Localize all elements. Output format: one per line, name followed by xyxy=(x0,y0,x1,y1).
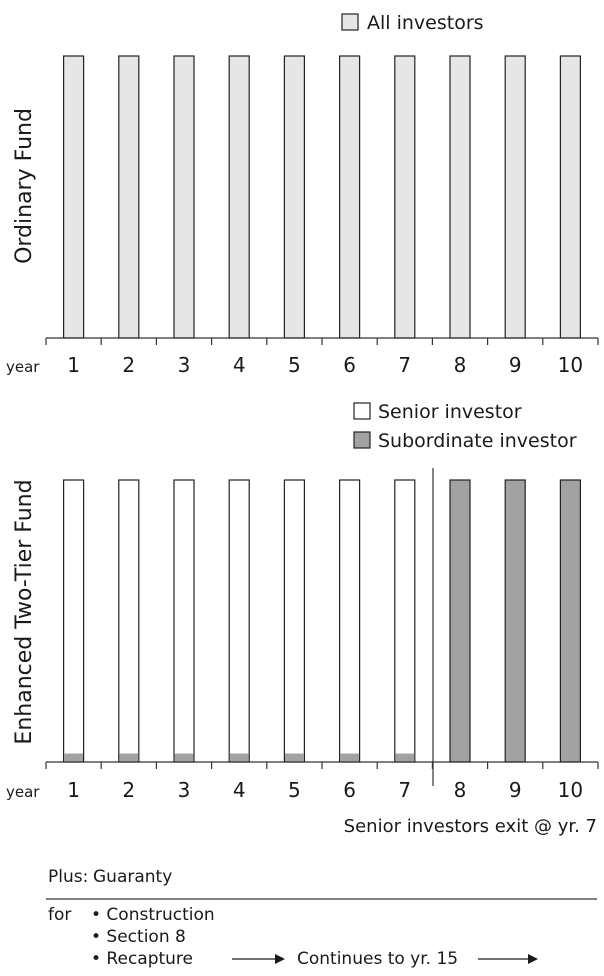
bar-subordinate-year-8 xyxy=(449,479,471,763)
legend-label-all-investors: All investors xyxy=(367,12,484,34)
tick-label-two-tier-9: 9 xyxy=(509,778,522,802)
bar-senior-year-6 xyxy=(339,479,361,763)
legend-label-senior: Senior investor xyxy=(378,401,522,423)
tick-label-ordinary-3: 3 xyxy=(178,353,191,377)
legend-swatch-subordinate xyxy=(353,431,371,449)
ordinary-fund-chart: All investors Ordinary Fund year 1 2 3 4 5 6 7… xyxy=(6,12,599,377)
bar-subordinate-year-10 xyxy=(559,479,582,763)
senior-exit-annotation: Senior investors exit @ yr. 7 xyxy=(344,816,597,837)
bar-group-ordinary xyxy=(62,55,582,339)
tick-label-two-tier-1: 1 xyxy=(67,778,80,802)
arrow-recapture xyxy=(232,954,285,964)
legend-swatch-senior xyxy=(353,402,371,420)
arrow-continues xyxy=(478,954,538,964)
bar-all-investors-year-4 xyxy=(228,55,250,339)
tick-label-two-tier-4: 4 xyxy=(233,778,246,802)
legend-swatch-all-investors xyxy=(341,13,359,31)
tick-label-two-tier-3: 3 xyxy=(178,778,191,802)
tick-label-two-tier-10: 10 xyxy=(558,778,583,802)
tick-label-ordinary-5: 5 xyxy=(288,353,301,377)
bar-senior-year-1 xyxy=(62,479,85,763)
bar-subordinate-year-7 xyxy=(395,753,415,762)
plus-value: Guaranty xyxy=(93,867,172,887)
x-axis-label-year-2: year xyxy=(6,783,40,801)
bar-subordinate-year-4 xyxy=(229,753,249,762)
tick-label-two-tier-2: 2 xyxy=(122,778,135,802)
footer-notes: Plus: Guaranty for • Construction • Sect… xyxy=(46,867,597,969)
bar-subordinate-year-3 xyxy=(174,753,194,762)
x-axis-label-year-1: year xyxy=(6,358,40,376)
bar-all-investors-year-5 xyxy=(283,55,305,339)
bar-senior-year-3 xyxy=(173,479,195,763)
for-label: for xyxy=(48,905,71,925)
y-axis-label-ordinary-fund: Ordinary Fund xyxy=(12,108,37,264)
tick-label-ordinary-2: 2 xyxy=(122,353,135,377)
tick-label-two-tier-8: 8 xyxy=(454,778,467,802)
bar-all-investors-year-10 xyxy=(559,55,582,339)
bar-subordinate-year-2 xyxy=(119,753,139,762)
tick-label-ordinary-7: 7 xyxy=(398,353,411,377)
x-ticks-two-tier xyxy=(45,762,599,769)
bar-senior-year-4 xyxy=(228,479,250,763)
bar-subordinate-year-5 xyxy=(285,753,304,762)
plus-label: Plus: xyxy=(48,867,88,887)
tick-label-ordinary-9: 9 xyxy=(509,353,522,377)
tick-label-ordinary-1: 1 xyxy=(67,353,80,377)
x-tick-labels-two-tier: 1 2 3 4 5 6 7 8 9 10 xyxy=(67,778,583,802)
tick-label-two-tier-5: 5 xyxy=(288,778,301,802)
bar-all-investors-year-6 xyxy=(339,55,361,339)
x-tick-labels-ordinary: 1 2 3 4 5 6 7 8 9 10 xyxy=(67,353,583,377)
tick-label-ordinary-4: 4 xyxy=(233,353,246,377)
bar-subordinate-year-1 xyxy=(64,753,83,762)
tick-label-two-tier-7: 7 xyxy=(398,778,411,802)
tick-label-ordinary-6: 6 xyxy=(343,353,356,377)
tick-label-ordinary-8: 8 xyxy=(454,353,467,377)
bar-subordinate-year-6 xyxy=(340,753,359,762)
tick-label-ordinary-10: 10 xyxy=(558,353,583,377)
bar-all-investors-year-1 xyxy=(62,55,85,339)
item-construction: • Construction xyxy=(91,905,215,925)
bar-all-investors-year-7 xyxy=(394,55,416,339)
bar-all-investors-year-3 xyxy=(173,55,195,339)
bar-subordinate-year-9 xyxy=(504,479,526,763)
bar-group-two-tier xyxy=(62,479,582,763)
bar-all-investors-year-2 xyxy=(118,55,140,339)
x-ticks-ordinary xyxy=(45,338,599,345)
two-tier-fund-chart: Senior investor Subordinate investor Enh… xyxy=(6,401,599,837)
continues-text: Continues to yr. 15 xyxy=(297,949,458,969)
item-section-8: • Section 8 xyxy=(91,927,186,947)
tick-label-two-tier-6: 6 xyxy=(343,778,356,802)
bar-senior-year-7 xyxy=(394,479,416,763)
item-recapture: • Recapture xyxy=(91,949,193,969)
bar-all-investors-year-9 xyxy=(504,55,526,339)
bar-senior-year-5 xyxy=(283,479,305,763)
y-axis-label-two-tier-fund: Enhanced Two-Tier Fund xyxy=(12,479,37,744)
bar-senior-year-2 xyxy=(118,479,140,763)
legend-label-subordinate: Subordinate investor xyxy=(378,430,577,452)
bar-all-investors-year-8 xyxy=(449,55,471,339)
